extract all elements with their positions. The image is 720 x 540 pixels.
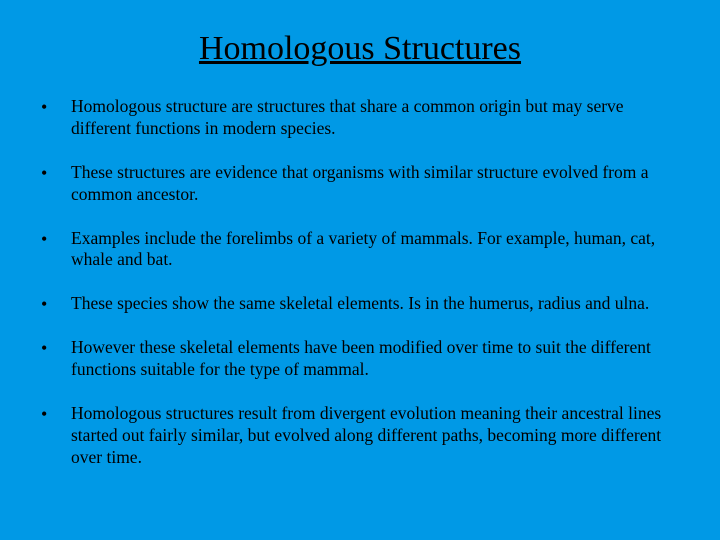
bullet-list: Homologous structure are structures that… [35,96,685,469]
list-item: These species show the same skeletal ele… [35,293,685,315]
list-item: Homologous structure are structures that… [35,96,685,140]
list-item: Homologous structures result from diverg… [35,403,685,469]
slide: Homologous Structures Homologous structu… [0,0,720,540]
slide-title: Homologous Structures [115,30,605,68]
list-item: These structures are evidence that organ… [35,162,685,206]
list-item: Examples include the forelimbs of a vari… [35,228,685,272]
list-item: However these skeletal elements have bee… [35,337,685,381]
